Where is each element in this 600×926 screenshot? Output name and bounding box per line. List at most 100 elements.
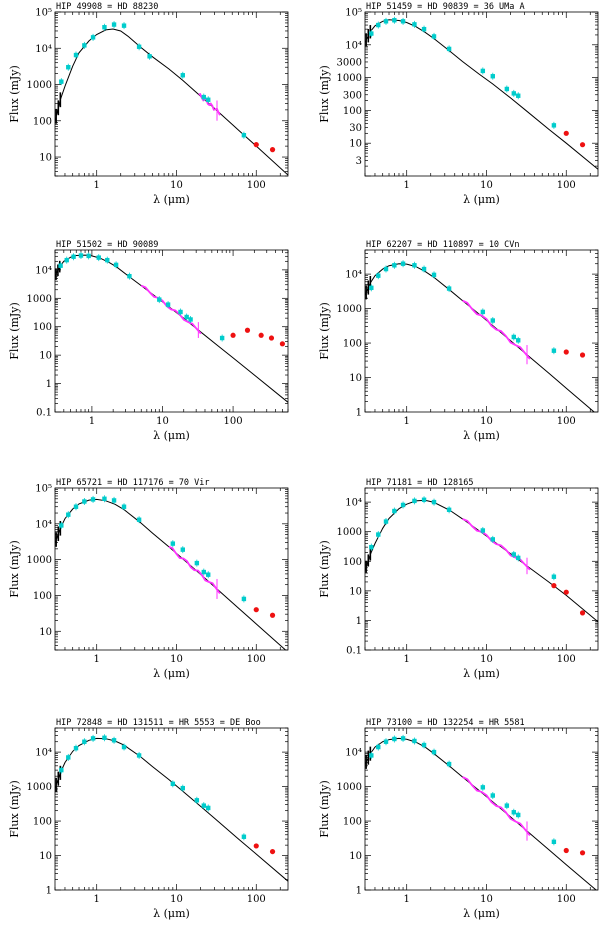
y-tick-label: 10⁴ <box>345 498 362 509</box>
y-tick-label: 100 <box>33 591 52 602</box>
photometry-point <box>392 736 397 742</box>
y-tick-label: 10⁴ <box>345 40 362 51</box>
y-axis-label: Flux (mJy) <box>8 780 21 838</box>
photometry-point <box>82 499 87 504</box>
photometry-point <box>180 547 185 552</box>
photometry-point <box>400 19 406 24</box>
photometry-point <box>376 22 381 28</box>
y-axis-label: Flux (mJy) <box>8 302 21 360</box>
y-axis-label: Flux (mJy) <box>318 65 331 123</box>
photometry-point <box>90 497 96 502</box>
x-tick-label: 100 <box>247 654 266 665</box>
photometry-point <box>82 43 87 48</box>
photometry-point <box>157 297 162 302</box>
model-curve <box>55 737 288 882</box>
panel-4: HIP 62207 = HD 110897 = 10 CVn 1 10 100 1 10 1… <box>318 240 599 442</box>
x-tick-label: 100 <box>557 654 576 665</box>
panel-title: HIP 51459 = HD 90839 = 36 UMa A <box>366 2 525 12</box>
photometry-point <box>480 785 486 790</box>
photometry-point <box>369 544 374 550</box>
far-ir-point <box>253 843 259 849</box>
photometry-point <box>136 753 142 758</box>
model-curve <box>55 254 288 403</box>
far-ir-point <box>563 847 569 854</box>
y-tick-label: 10 <box>349 586 362 597</box>
y-tick-label: 100 <box>33 817 52 828</box>
y-tick-label: 10 <box>349 139 362 150</box>
photometry-point <box>551 123 557 128</box>
y-tick-label: 100 <box>343 106 362 117</box>
photometry-point <box>201 803 206 808</box>
x-tick-label: 1 <box>89 416 95 427</box>
photometry-point <box>111 22 117 27</box>
x-tick-label: 100 <box>224 416 243 427</box>
panel-title: HIP 51502 = HD 90089 <box>56 240 158 250</box>
panel-7: HIP 72848 = HD 131511 = HR 5553 = DE Boo… <box>8 718 289 920</box>
photometry-point <box>121 504 127 509</box>
plot-frame <box>364 11 599 177</box>
y-tick-label: 1000 <box>27 80 52 91</box>
far-ir-point <box>230 332 236 338</box>
photometry-point <box>431 499 437 505</box>
x-tick-label: 10 <box>156 416 169 427</box>
far-ir-point <box>279 341 286 347</box>
photometry-point <box>136 44 142 49</box>
photometry-point <box>73 52 79 58</box>
x-axis-label: λ (μm) <box>463 667 500 680</box>
plot-area <box>55 495 287 650</box>
photometry-point <box>412 738 417 744</box>
photometry-point <box>383 739 389 744</box>
plot-area <box>55 21 288 176</box>
far-ir-point <box>269 848 276 855</box>
x-axis-label: λ (μm) <box>153 667 190 680</box>
photometry-point <box>59 523 64 528</box>
model-curve <box>55 498 287 650</box>
photometry-point <box>504 803 510 808</box>
photometry-point <box>241 834 247 839</box>
model-curve <box>365 737 597 890</box>
y-tick-label: 1 <box>46 886 52 897</box>
panel-3: HIP 51502 = HD 90089 1 10 100 0.1 1 10 100 1000 1… <box>8 240 289 442</box>
x-tick-label: 10 <box>480 894 493 905</box>
photometry-point <box>86 253 91 259</box>
far-ir-point <box>269 147 276 153</box>
y-tick-label: 10⁴ <box>35 748 52 759</box>
photometry-point <box>412 22 417 27</box>
photometry-point <box>102 496 107 501</box>
x-tick-label: 1 <box>404 416 410 427</box>
x-axis-label: λ (μm) <box>463 907 500 920</box>
photometry-point <box>206 97 211 102</box>
panel-title: HIP 65721 = HD 117176 = 70 Vir <box>56 478 210 488</box>
x-axis-label: λ (μm) <box>153 429 190 442</box>
photometry-point <box>421 497 427 502</box>
photometry-point <box>551 574 557 579</box>
y-tick-label: 100 <box>343 817 362 828</box>
irs-spectrum <box>462 518 531 571</box>
photometry-point <box>511 810 516 815</box>
y-tick-label: 100 <box>343 557 362 568</box>
photometry-point <box>73 745 79 751</box>
plot-frame <box>364 727 599 891</box>
photometry-point <box>102 735 107 740</box>
photometry-point <box>392 263 397 268</box>
photometry-point <box>446 286 452 291</box>
photometry-point <box>121 23 127 28</box>
y-axis-label: Flux (mJy) <box>318 302 331 360</box>
x-axis-label: λ (μm) <box>153 907 190 920</box>
panel-1: HIP 49908 = HD 88230 1 10 100 10 100 1000 10⁴ 10… <box>8 2 289 206</box>
photometry-point <box>431 34 437 39</box>
photometry-point <box>446 761 452 767</box>
photometry-point <box>170 781 176 787</box>
y-tick-label: 0.1 <box>36 408 52 419</box>
photometry-point <box>516 93 521 98</box>
irs-spectrum <box>168 545 221 595</box>
far-ir-point <box>253 142 259 148</box>
y-tick-label: 1000 <box>337 73 362 84</box>
photometry-point <box>392 508 397 514</box>
y-tick-label: 1000 <box>27 555 52 566</box>
photometry-point <box>66 755 71 760</box>
y-tick-label: 1 <box>46 379 52 390</box>
y-tick-label: 1 <box>356 408 362 419</box>
photometry-point <box>71 254 76 259</box>
